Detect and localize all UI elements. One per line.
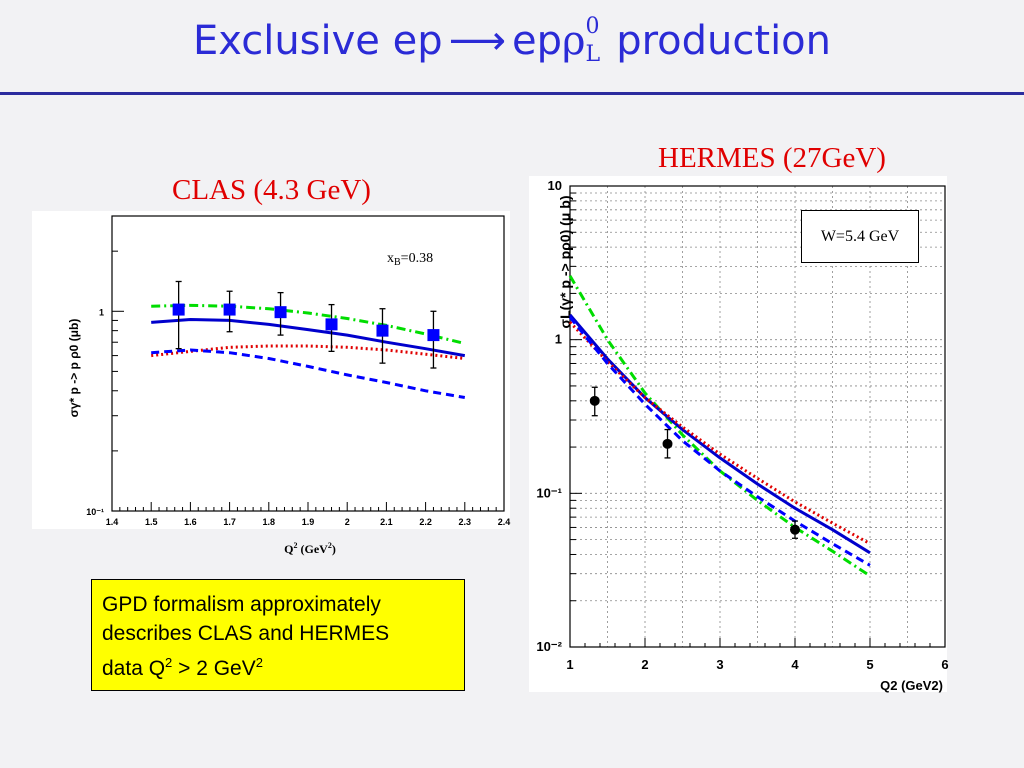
- clas-x-tick-label: 1.7: [223, 517, 236, 527]
- hermes-y-tick-label: 10⁻¹: [536, 485, 562, 500]
- clas-y-axis-label: σγ* p -> p ρ0 (μb): [67, 319, 81, 418]
- hermes-x-axis-label: Q2 (GeV2): [880, 678, 943, 693]
- hermes-data-point: [790, 524, 800, 535]
- note-line-2: describes CLAS and HERMES: [102, 622, 390, 645]
- clas-data-point: [325, 318, 338, 331]
- clas-label: CLAS (4.3 GeV): [172, 174, 371, 206]
- title-rule: [0, 92, 1024, 95]
- hermes-x-tick-label: 4: [791, 657, 799, 672]
- clas-x-tick-label: 1.8: [263, 517, 276, 527]
- clas-curve-solid: [151, 318, 466, 358]
- hermes-data-point: [589, 395, 600, 406]
- hermes-x-tick-label: 6: [941, 657, 948, 672]
- hermes-data-point: [662, 438, 673, 449]
- clas-data-point: [427, 329, 440, 342]
- hermes-x-tick-label: 5: [866, 657, 873, 672]
- hermes-y-tick-label: 10: [548, 178, 562, 193]
- clas-data-point: [223, 303, 236, 316]
- clas-x-tick-label: 2.4: [498, 517, 511, 527]
- clas-x-tick-label: 1.5: [145, 517, 158, 527]
- clas-x-tick-label: 2.3: [459, 517, 472, 527]
- hermes-curve-dotted: [568, 321, 871, 546]
- clas-frame: [111, 215, 505, 512]
- hermes-label: HERMES (27GeV): [658, 142, 886, 174]
- clas-data-point: [274, 306, 287, 319]
- clas-curve-dashdot: [151, 303, 466, 345]
- clas-data-point: [172, 303, 185, 316]
- title-rho: ρ: [561, 18, 586, 64]
- clas-x-tick-label: 1.6: [184, 517, 197, 527]
- clas-x-tick-label: 1.9: [302, 517, 315, 527]
- clas-x-tick-label: 2.2: [419, 517, 432, 527]
- clas-data-point: [376, 324, 389, 337]
- title-rho-sup: 0: [585, 14, 600, 39]
- clas-curve-dashed: [151, 348, 466, 399]
- clas-x-tick-label: 2: [345, 517, 350, 527]
- clas-xb-annotation: xB=0.38: [387, 251, 433, 268]
- hermes-curve-dashed: [568, 316, 871, 567]
- title-prefix: Exclusive ep: [192, 18, 443, 64]
- title-ep: ep: [511, 18, 562, 64]
- hermes-x-tick-label: 2: [641, 657, 648, 672]
- clas-y-tick-label: 1: [99, 307, 104, 317]
- summary-note: GPD formalism approximately describes CL…: [91, 579, 465, 691]
- title-rho-sub: L: [585, 42, 601, 67]
- hermes-y-tick-label: 10⁻²: [536, 639, 562, 654]
- clas-x-axis-label: Q2 (GeV2): [284, 541, 336, 556]
- hermes-x-tick-label: 1: [566, 657, 573, 672]
- hermes-y-tick-label: 1: [555, 332, 562, 347]
- clas-x-tick-label: 1.4: [106, 517, 119, 527]
- hermes-frame: [569, 185, 946, 648]
- slide-title: Exclusive ep ⟶ epρ 0 L production: [0, 14, 1024, 67]
- hermes-x-tick-label: 3: [716, 657, 723, 672]
- title-arrow: ⟶: [448, 18, 506, 64]
- note-line-1: GPD formalism approximately: [102, 593, 381, 616]
- title-suffix: production: [603, 18, 831, 64]
- hermes-y-axis-label: σL(γ* p -> pρ0) (μ b): [557, 196, 573, 329]
- note-line-3: data Q2 > 2 GeV2: [102, 655, 263, 680]
- hermes-curve-dashdot: [568, 275, 871, 578]
- hermes-w-annotation: W=5.4 GeV: [801, 210, 919, 263]
- clas-x-tick-label: 2.1: [380, 517, 393, 527]
- clas-y-tick-label: 10⁻¹: [86, 507, 104, 517]
